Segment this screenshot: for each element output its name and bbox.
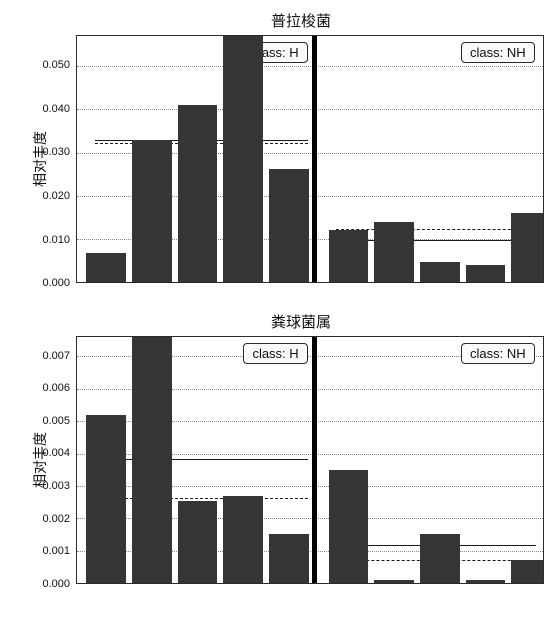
figure: 普拉梭菌相对丰度0.0000.0100.0200.0300.0400.050cl… [0,0,558,598]
y-tick-mark [76,583,77,584]
y-tick-label: 0.006 [42,382,70,394]
chart-title: 粪球菌属 [14,311,544,332]
y-tick-label: 0.001 [42,545,70,557]
bar [223,36,263,282]
y-tick-label: 0.000 [42,277,70,289]
y-tick-label: 0.005 [42,415,70,427]
bar [466,580,506,583]
bar [374,580,414,583]
bar [132,337,172,583]
y-axis: 0.0000.0010.0020.0030.0040.0050.0060.007 [32,336,76,584]
bar [86,415,126,583]
bars [77,36,543,282]
y-tick-label: 0.040 [42,103,70,115]
bar [420,534,460,583]
bar [86,253,126,282]
bar [329,230,369,282]
bar [511,213,544,282]
y-tick-label: 0.000 [42,578,70,590]
bar [269,534,309,583]
bars [77,337,543,583]
y-tick-label: 0.050 [42,59,70,71]
y-tick-label: 0.003 [42,480,70,492]
bar [511,560,544,583]
bar [329,470,369,583]
y-tick-label: 0.002 [42,513,70,525]
bar [178,105,218,282]
plot-area: class: Hclass: NH [76,336,544,584]
y-tick-mark [76,282,77,283]
y-axis: 0.0000.0100.0200.0300.0400.050 [32,35,76,283]
bar [466,265,506,282]
y-tick-label: 0.030 [42,146,70,158]
chart-panel: 普拉梭菌相对丰度0.0000.0100.0200.0300.0400.050cl… [14,10,544,283]
chart-panel: 粪球菌属相对丰度0.0000.0010.0020.0030.0040.0050.… [14,311,544,584]
y-tick-label: 0.004 [42,447,70,459]
bar [420,262,460,282]
bar [269,169,309,282]
bar [178,501,218,583]
chart-title: 普拉梭菌 [14,10,544,31]
bar [223,496,263,583]
y-tick-label: 0.020 [42,190,70,202]
bar [132,140,172,282]
bar [374,222,414,282]
y-tick-label: 0.010 [42,234,70,246]
plot-area: class: Hclass: NH [76,35,544,283]
y-tick-label: 0.007 [42,350,70,362]
